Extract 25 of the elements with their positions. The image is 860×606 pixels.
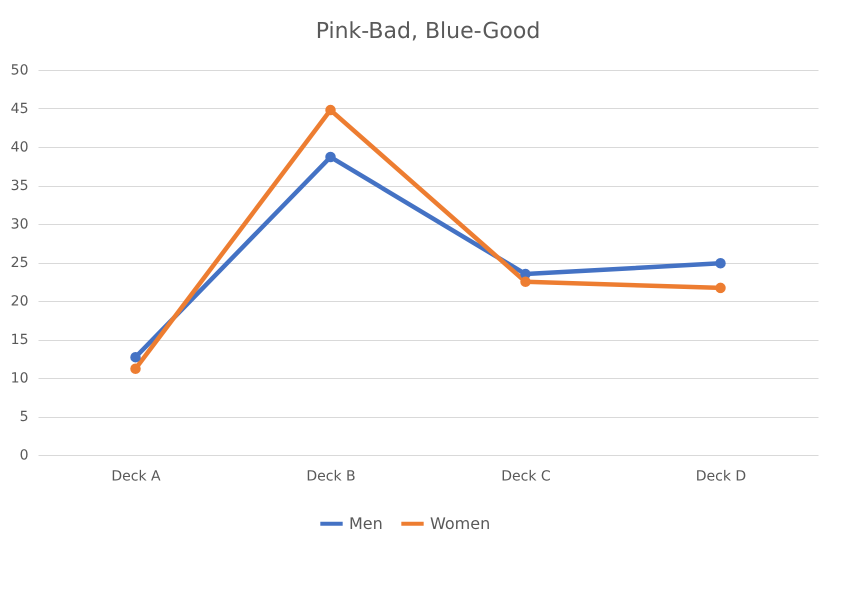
y-tick-label: 5	[20, 409, 28, 425]
x-tick-label: Deck D	[696, 468, 746, 484]
point	[325, 152, 336, 162]
x-tick-label: Deck B	[306, 468, 356, 484]
x-tick-label: Deck A	[111, 468, 162, 484]
point	[130, 352, 141, 362]
point	[715, 258, 726, 269]
y-tick-label: 40	[10, 140, 28, 156]
chart-title: Pink-Bad, Blue-Good	[316, 19, 540, 44]
y-tick-label: 15	[10, 332, 28, 348]
y-tick-label: 20	[10, 294, 28, 310]
point	[715, 282, 726, 294]
y-tick-label: 30	[10, 216, 28, 232]
point	[130, 364, 141, 374]
point	[325, 104, 336, 116]
point	[520, 276, 531, 287]
y-tick-label: 0	[20, 448, 28, 464]
y-tick-label: 35	[10, 178, 28, 194]
legend-label: Women	[430, 514, 490, 533]
y-tick-label: 45	[10, 101, 28, 117]
y-tick-label: 25	[10, 255, 28, 271]
y-tick-label: 50	[10, 62, 28, 78]
legend-label: Men	[349, 514, 383, 533]
y-tick-label: 10	[10, 370, 28, 386]
x-tick-label: Deck C	[501, 468, 551, 484]
